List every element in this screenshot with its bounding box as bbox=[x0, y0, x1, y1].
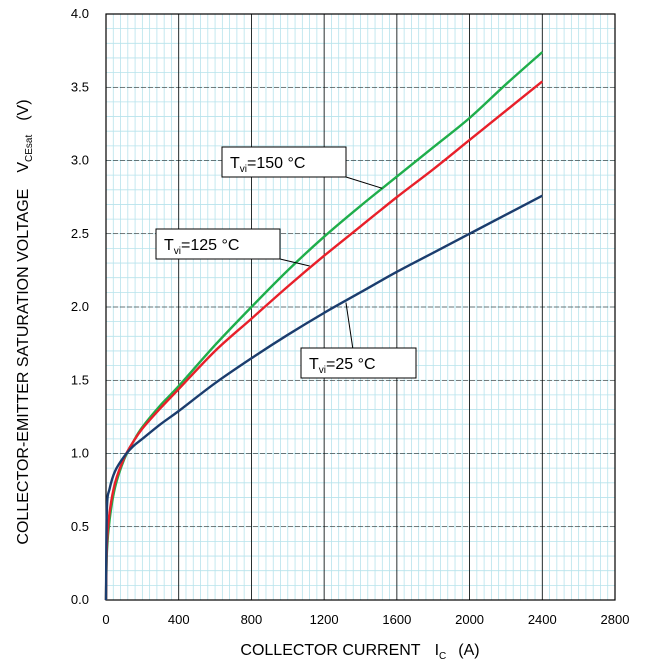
x-tick-label: 1200 bbox=[310, 612, 339, 627]
annotation-leader-line bbox=[345, 302, 354, 349]
x-tick-label: 1600 bbox=[382, 612, 411, 627]
series-line-1 bbox=[104, 80, 544, 601]
y-tick-label: 3.5 bbox=[71, 79, 89, 94]
x-tick-label: 2800 bbox=[601, 612, 630, 627]
x-tick-label: 0 bbox=[102, 612, 109, 627]
annotation-label: Tvi=125 °C bbox=[164, 237, 239, 257]
y-axis-subscript: CEsat bbox=[24, 135, 35, 162]
y-tick-label: 0.5 bbox=[71, 519, 89, 534]
y-tick-label: 3.0 bbox=[71, 153, 89, 168]
plot-frame bbox=[105, 13, 616, 601]
x-tick-label: 400 bbox=[168, 612, 190, 627]
annotation-symbol: T bbox=[230, 155, 240, 172]
y-tick-label: 2.0 bbox=[71, 299, 89, 314]
annotation-symbol: T bbox=[309, 356, 319, 373]
y-tick-label: 1.0 bbox=[71, 446, 89, 461]
annotation-leader-line bbox=[345, 176, 383, 189]
annotation-text: =150 °C bbox=[247, 155, 305, 172]
y-axis-title: COLLECTOR-EMITTER SATURATION VOLTAGE VCEs… bbox=[15, 99, 35, 544]
annotation-box bbox=[221, 146, 347, 178]
x-tick-labels: 0 400 800 1200 1600 2000 2400 2800 bbox=[102, 612, 629, 627]
y-tick-label: 0.0 bbox=[71, 592, 89, 607]
x-axis-unit: (A) bbox=[458, 642, 479, 659]
y-tick-label: 4.0 bbox=[71, 6, 89, 21]
annotation-subscript: vi bbox=[174, 246, 181, 257]
annotation-label: Tvi=25 °C bbox=[309, 356, 376, 376]
x-tick-label: 2000 bbox=[455, 612, 484, 627]
x-axis-subscript: C bbox=[439, 651, 446, 662]
y-tick-labels: 0.0 0.5 1.0 1.5 2.0 2.5 3.0 3.5 4.0 bbox=[71, 6, 89, 607]
y-tick-label: 1.5 bbox=[71, 372, 89, 387]
x-axis-label-text: COLLECTOR CURRENT bbox=[240, 642, 420, 659]
annotation-text: =25 °C bbox=[326, 356, 376, 373]
x-tick-label: 800 bbox=[241, 612, 263, 627]
y-axis-symbol: V bbox=[15, 162, 32, 173]
annotation-box bbox=[300, 347, 417, 379]
y-axis-unit: (V) bbox=[15, 99, 32, 120]
annotation-text: =125 °C bbox=[181, 237, 239, 254]
annotation-leader-line bbox=[279, 258, 310, 267]
annotation-symbol: T bbox=[164, 237, 174, 254]
annotation-subscript: vi bbox=[319, 365, 326, 376]
y-axis-label-text: COLLECTOR-EMITTER SATURATION VOLTAGE bbox=[15, 189, 32, 545]
annotation-0: Tvi=150 °C bbox=[221, 146, 383, 189]
x-tick-label: 2400 bbox=[528, 612, 557, 627]
annotation-1: Tvi=125 °C bbox=[155, 228, 310, 267]
annotation-2: Tvi=25 °C bbox=[300, 302, 417, 379]
series-line-2 bbox=[104, 194, 543, 601]
annotation-subscript: vi bbox=[240, 164, 247, 175]
x-axis-symbol: I bbox=[435, 642, 439, 659]
annotation-label: Tvi=150 °C bbox=[230, 155, 305, 175]
series-layer bbox=[104, 51, 544, 601]
y-tick-label: 2.5 bbox=[71, 226, 89, 241]
x-axis-title: COLLECTOR CURRENT IC (A) bbox=[240, 642, 479, 662]
annotation-box bbox=[155, 228, 281, 260]
